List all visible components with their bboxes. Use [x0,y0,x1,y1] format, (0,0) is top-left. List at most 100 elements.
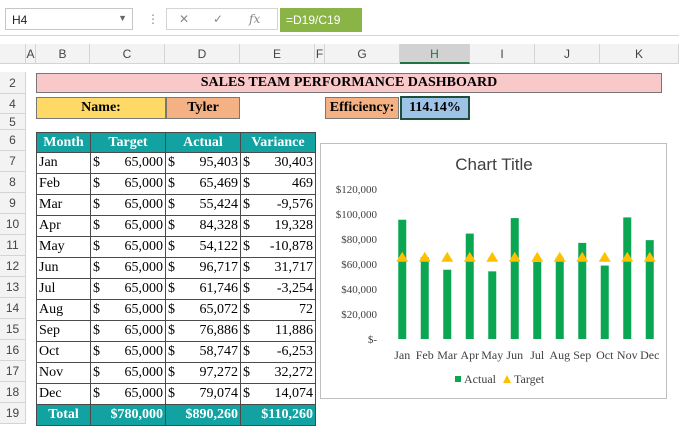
column-header-f[interactable]: F [315,44,325,64]
column-header-e[interactable]: E [240,44,315,64]
row-header-9[interactable]: 9 [0,193,26,214]
variance-cell[interactable]: $72 [240,299,316,321]
sales-chart[interactable]: Chart Title $- $20,000 $40,000 $60,000 $80,00… [320,143,667,399]
column-header-h[interactable]: H [400,44,470,64]
table-row: Jun $65,000 $96,717 $31,717 [36,257,316,279]
table-row: Nov $65,000 $97,272 $32,272 [36,362,316,384]
actual-cell[interactable]: $84,328 [165,215,241,237]
target-cell[interactable]: $65,000 [90,320,166,342]
column-header-k[interactable]: K [600,44,679,64]
currency-symbol: $ [168,260,175,275]
total-label[interactable]: Total [36,404,91,426]
month-cell[interactable]: Mar [36,194,91,216]
actual-cell[interactable]: $97,272 [165,362,241,384]
target-cell[interactable]: $65,000 [90,278,166,300]
column-header-b[interactable]: B [36,44,90,64]
row-header-4[interactable]: 4 [0,94,26,114]
target-cell[interactable]: $65,000 [90,152,166,174]
row-header-12[interactable]: 12 [0,256,26,277]
month-cell[interactable]: Sep [36,320,91,342]
variance-cell[interactable]: $469 [240,173,316,195]
total-value[interactable]: $110,260 [240,404,316,426]
month-cell[interactable]: Jul [36,278,91,300]
column-header-a[interactable]: A [26,44,36,64]
target-cell[interactable]: $65,000 [90,383,166,405]
row-header-7[interactable]: 7 [0,151,26,172]
row-header-14[interactable]: 14 [0,298,26,319]
row-header-11[interactable]: 11 [0,235,26,256]
actual-cell[interactable]: $95,403 [165,152,241,174]
actual-bar [600,265,609,339]
target-cell[interactable]: $65,000 [90,299,166,321]
name-box[interactable]: H4 ▼ [5,8,133,30]
actual-cell[interactable]: $65,072 [165,299,241,321]
actual-cell[interactable]: $96,717 [165,257,241,279]
target-cell[interactable]: $65,000 [90,341,166,363]
row-header-5[interactable]: 5 [0,114,26,130]
variance-cell[interactable]: $ -3,254 [240,278,316,300]
actual-cell[interactable]: $79,074 [165,383,241,405]
row-header-18[interactable]: 18 [0,382,26,403]
select-all-corner[interactable] [0,44,26,64]
chevron-down-icon[interactable]: ▼ [118,13,127,23]
variance-cell[interactable]: $ -9,576 [240,194,316,216]
target-cell[interactable]: $65,000 [90,362,166,384]
row-header-19[interactable]: 19 [0,403,26,424]
efficiency-value[interactable]: 114.14% [400,96,470,120]
target-cell[interactable]: $65,000 [90,173,166,195]
month-cell[interactable]: Nov [36,362,91,384]
month-cell[interactable]: Jan [36,152,91,174]
currency-symbol: $ [168,344,175,359]
actual-cell[interactable]: $54,122 [165,236,241,258]
row-header-2[interactable]: 2 [0,72,26,94]
row-header-8[interactable]: 8 [0,172,26,193]
row-header-6[interactable]: 6 [0,130,26,151]
variance-cell[interactable]: $ -10,878 [240,236,316,258]
month-cell[interactable]: Apr [36,215,91,237]
month-cell[interactable]: Jun [36,257,91,279]
variance-cell[interactable]: $31,717 [240,257,316,279]
actual-cell[interactable]: $55,424 [165,194,241,216]
cancel-icon[interactable]: ✕ [179,12,190,26]
currency-symbol: $ [168,365,175,380]
month-cell[interactable]: Oct [36,341,91,363]
month-cell[interactable]: Dec [36,383,91,405]
month-cell[interactable]: May [36,236,91,258]
row-header-10[interactable]: 10 [0,214,26,235]
row-header-16[interactable]: 16 [0,340,26,361]
row-header-17[interactable]: 17 [0,361,26,382]
month-cell[interactable]: Feb [36,173,91,195]
month-cell[interactable]: Aug [36,299,91,321]
target-cell[interactable]: $65,000 [90,236,166,258]
enter-icon[interactable]: ✓ [213,12,224,26]
column-header-d[interactable]: D [165,44,240,64]
actual-cell[interactable]: $58,747 [165,341,241,363]
variance-cell[interactable]: $32,272 [240,362,316,384]
variance-cell[interactable]: $19,328 [240,215,316,237]
formula-buttons: ✕ ✓ fx [166,8,278,30]
row-header-15[interactable]: 15 [0,319,26,340]
actual-cell[interactable]: $61,746 [165,278,241,300]
variance-cell[interactable]: $14,074 [240,383,316,405]
total-value[interactable]: $780,000 [90,404,166,426]
actual-cell[interactable]: $65,469 [165,173,241,195]
row-header-13[interactable]: 13 [0,277,26,298]
column-header-c[interactable]: C [90,44,165,64]
target-cell[interactable]: $65,000 [90,194,166,216]
actual-cell[interactable]: $76,886 [165,320,241,342]
target-cell[interactable]: $65,000 [90,215,166,237]
formula-input[interactable]: =D19/C19 [280,8,362,32]
column-header-i[interactable]: I [470,44,535,64]
variance-cell[interactable]: $11,886 [240,320,316,342]
column-header-g[interactable]: G [325,44,400,64]
target-cell[interactable]: $65,000 [90,257,166,279]
name-value[interactable]: Tyler [166,97,240,119]
function-icon[interactable]: fx [249,12,261,26]
column-header-j[interactable]: J [535,44,600,64]
target-marker [598,251,611,262]
currency-symbol: $ [243,197,250,212]
variance-cell[interactable]: $30,403 [240,152,316,174]
total-value[interactable]: $890,260 [165,404,241,426]
variance-cell[interactable]: $ -6,253 [240,341,316,363]
target-marker [396,251,409,262]
